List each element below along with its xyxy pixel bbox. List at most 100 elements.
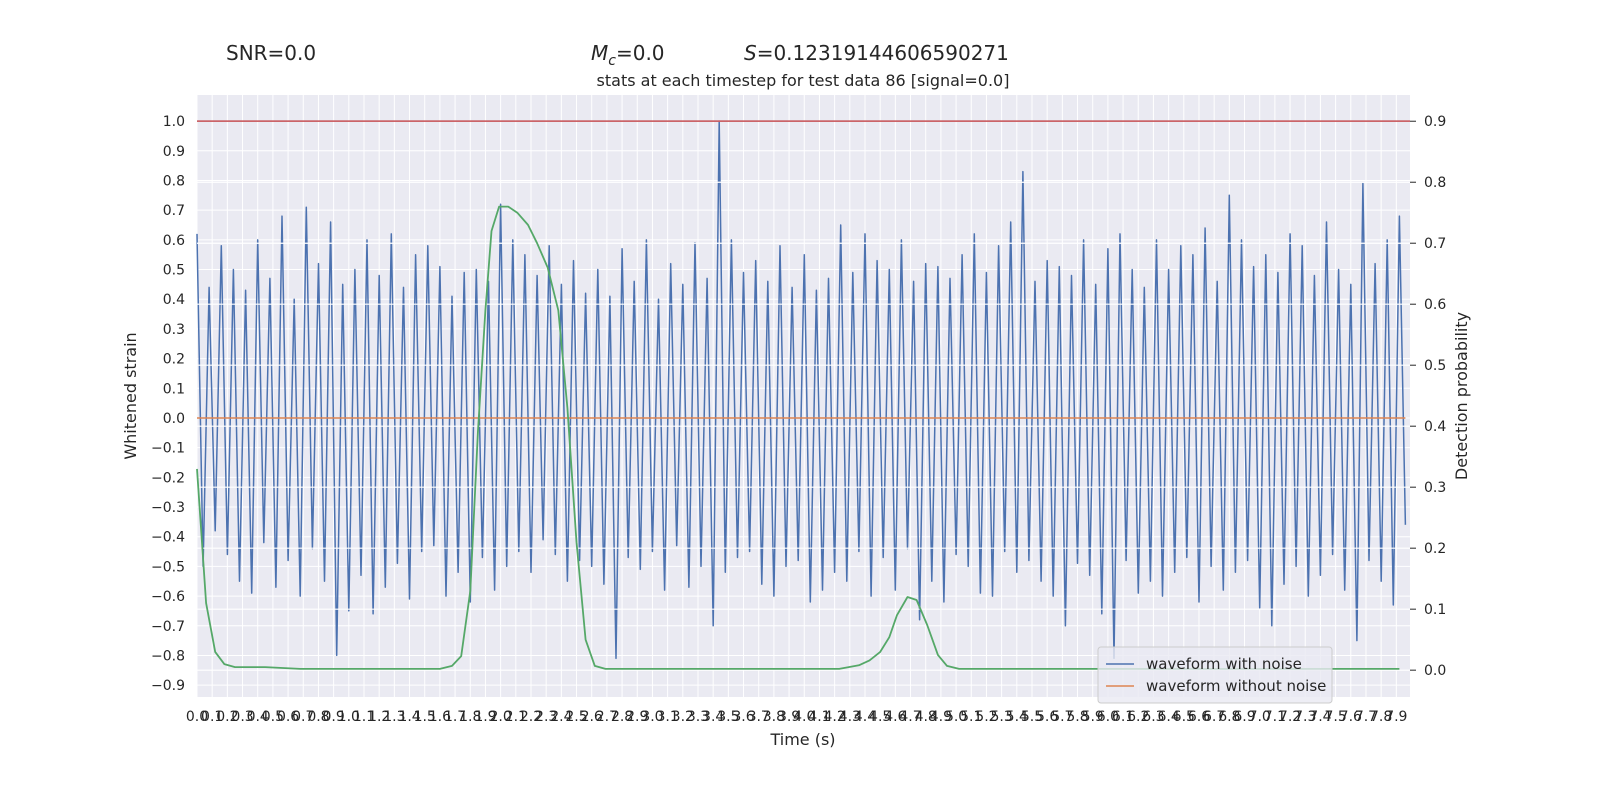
y-tick-label: 1.0 [163, 114, 185, 130]
x-tick-label: 2.1 [505, 709, 527, 725]
x-tick-label: 3.5 [717, 709, 739, 725]
x-tick-label: 6.8 [1218, 709, 1240, 725]
x-tick-label: 6.2 [1127, 709, 1149, 725]
s-annotation: S=0.12319144606590271 [744, 41, 1009, 65]
x-tick-label: 0.5 [262, 709, 284, 725]
x-tick-label: 0.8 [307, 709, 329, 725]
x-tick-label: 2.2 [520, 709, 542, 725]
x-tick-label: 5.2 [975, 709, 997, 725]
y-tick-label: −0.4 [151, 530, 185, 546]
x-tick-label: 7.9 [1385, 709, 1407, 725]
x-axis-label: Time (s) [769, 730, 835, 749]
x-tick-label: 7.0 [1249, 709, 1271, 725]
x-tick-label: 7.7 [1355, 709, 1377, 725]
x-tick-label: 1.6 [429, 709, 451, 725]
x-tick-label: 2.5 [565, 709, 587, 725]
x-tick-label: 6.6 [1188, 709, 1210, 725]
x-tick-label: 4.8 [915, 709, 937, 725]
y-tick-label: −0.8 [151, 648, 185, 664]
y2-tick-label: 0.2 [1424, 541, 1446, 557]
x-tick-label: 0.1 [201, 709, 223, 725]
x-tick-label: 7.3 [1294, 709, 1316, 725]
x-tick-label: 5.9 [1082, 709, 1104, 725]
s-value: =0.12319144606590271 [757, 41, 1009, 65]
snr-annotation: SNR=0.0 [226, 41, 316, 65]
x-tick-label: 1.3 [383, 709, 405, 725]
y-axis-label: Whitened strain [121, 332, 140, 459]
legend-box [1097, 646, 1333, 704]
x-tick-label: 3.2 [672, 709, 694, 725]
x-tick-label: 2.9 [626, 709, 648, 725]
x-tick-label: 5.0 [945, 709, 967, 725]
x-tick-label: 4.9 [930, 709, 952, 725]
mc-sub: c [608, 53, 616, 69]
x-tick-label: 7.2 [1279, 709, 1301, 725]
x-tick-label: 3.7 [748, 709, 770, 725]
x-tick-label: 7.1 [1264, 709, 1286, 725]
x-tick-label: 3.1 [656, 709, 678, 725]
mc-value: =0.0 [616, 41, 665, 65]
y-tick-label: 0.0 [163, 411, 185, 427]
mc-annotation: Mc=0.0 [591, 41, 665, 69]
x-tick-label: 0.6 [277, 709, 299, 725]
x-tick-label: 1.5 [414, 709, 436, 725]
x-tick-label: 4.7 [899, 709, 921, 725]
y-tick-label: 0.2 [163, 352, 185, 368]
x-tick-label: 0.4 [247, 709, 269, 725]
series-line [196, 120, 1407, 660]
y2-tick-label: 0.1 [1424, 602, 1446, 618]
x-tick-label: 3.0 [641, 709, 663, 725]
x-tick-label: 2.4 [550, 709, 572, 725]
y2-tick-label: 0.9 [1424, 114, 1446, 130]
x-tick-label: 2.7 [596, 709, 618, 725]
x-tick-label: 6.4 [1157, 709, 1179, 725]
x-tick-label: 3.3 [687, 709, 709, 725]
x-tick-label: 4.2 [823, 709, 845, 725]
y-tick-label: 0.3 [163, 322, 185, 338]
x-tick-label: 0.9 [323, 709, 345, 725]
y-tick-label: 0.9 [163, 144, 185, 160]
x-tick-label: 1.0 [338, 709, 360, 725]
x-tick-label: 3.9 [778, 709, 800, 725]
series-line [196, 205, 1400, 670]
x-tick-label: 6.5 [1173, 709, 1195, 725]
x-tick-label: 2.6 [581, 709, 603, 725]
x-tick-label: 4.1 [808, 709, 830, 725]
y2-tick-label: 0.3 [1424, 480, 1446, 496]
y-tick-label: −0.2 [151, 470, 185, 486]
x-tick-label: 7.6 [1340, 709, 1362, 725]
x-tick-label: 5.7 [1051, 709, 1073, 725]
x-tick-label: 6.3 [1142, 709, 1164, 725]
x-tick-label: 6.0 [1097, 709, 1119, 725]
x-tick-label: 0.3 [231, 709, 253, 725]
x-tick-label: 6.9 [1233, 709, 1255, 725]
x-tick-label: 4.6 [884, 709, 906, 725]
y-tick-label: −0.5 [151, 559, 185, 575]
x-tick-label: 3.8 [763, 709, 785, 725]
x-tick-label: 2.8 [611, 709, 633, 725]
x-tick-label: 7.4 [1309, 709, 1331, 725]
y-tick-label: −0.1 [151, 441, 185, 457]
y-tick-label: −0.9 [151, 678, 185, 694]
y-tick-label: 0.5 [163, 263, 185, 279]
x-tick-label: 3.4 [702, 709, 724, 725]
y2-tick-label: 0.6 [1424, 297, 1446, 313]
x-tick-label: 3.6 [732, 709, 754, 725]
x-tick-label: 4.3 [839, 709, 861, 725]
y2-tick-label: 0.0 [1424, 663, 1446, 679]
y-tick-label: 0.6 [163, 233, 185, 249]
y-tick-label: −0.7 [151, 619, 185, 635]
x-tick-label: 6.1 [1112, 709, 1134, 725]
legend-label: waveform without noise [1146, 677, 1326, 695]
x-tick-label: 7.5 [1324, 709, 1346, 725]
x-tick-label: 0.2 [216, 709, 238, 725]
x-tick-label: 1.7 [444, 709, 466, 725]
y-tick-label: −0.6 [151, 589, 185, 605]
y2-tick-label: 0.4 [1424, 419, 1446, 435]
y-tick-label: 0.8 [163, 173, 185, 189]
x-tick-label: 5.1 [960, 709, 982, 725]
y-tick-label: −0.3 [151, 500, 185, 516]
x-tick-label: 1.2 [368, 709, 390, 725]
y2-axis-label: Detection probability [1452, 312, 1471, 480]
